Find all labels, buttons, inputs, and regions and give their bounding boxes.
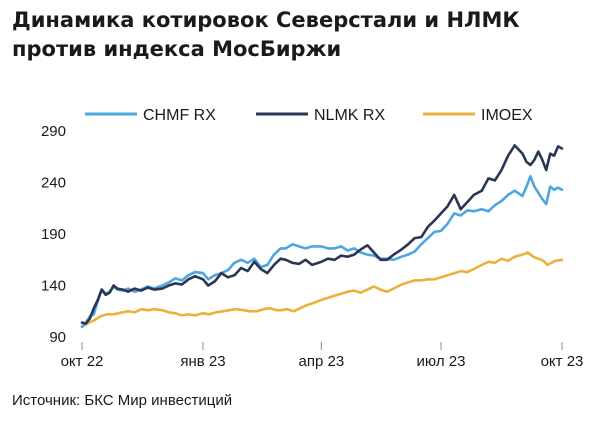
y-tick-label: 290	[41, 123, 66, 140]
y-tick-label: 190	[41, 226, 66, 243]
series-line-nlmk-rx	[80, 144, 564, 325]
chart-title-line-2: против индекса МосБиржи	[12, 37, 342, 61]
y-axis: 90 140 190 240 290	[41, 123, 66, 346]
chart-title: Динамика котировок Северстали и НЛМК про…	[12, 6, 582, 64]
x-tick-label: окт 23	[541, 353, 584, 370]
x-tick-label: окт 22	[61, 353, 104, 370]
y-tick-label: 140	[41, 278, 66, 295]
x-tick-label: апр 23	[299, 353, 345, 370]
legend-label: NLMK RX	[314, 107, 385, 124]
chart-title-line-1: Динамика котировок Северстали и НЛМК	[12, 8, 520, 32]
x-tick-label: июл 23	[417, 353, 466, 370]
legend-label: CHMF RX	[143, 107, 216, 124]
plot-area	[80, 144, 564, 328]
series-line-imoex	[80, 251, 564, 328]
x-tick-label: янв 23	[180, 353, 225, 370]
x-axis: окт 22 янв 23 апр 23 июл 23 окт 23	[61, 342, 584, 370]
chart-source-note: Источник: БКС Мир инвестиций	[12, 392, 233, 409]
series-line-chmf-rx	[80, 175, 564, 328]
y-tick-label: 90	[49, 329, 66, 346]
legend-label: IMOEX	[481, 107, 533, 124]
y-tick-label: 240	[41, 175, 66, 192]
chart-legend: CHMF RX NLMK RX IMOEX	[85, 107, 533, 124]
